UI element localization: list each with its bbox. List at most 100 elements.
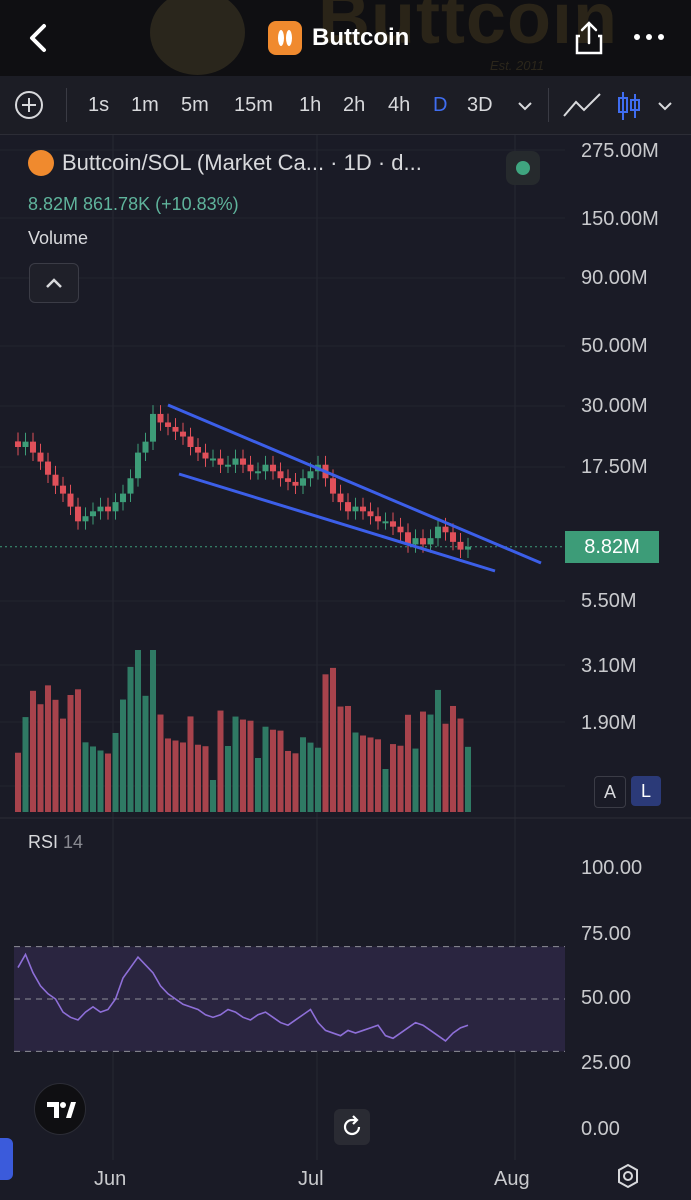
side-panel-tab[interactable] (0, 1138, 13, 1180)
toolbar-divider (66, 88, 67, 122)
interval-4h[interactable]: 4h (388, 94, 411, 116)
price-axis-label: 30.00M (581, 395, 648, 417)
interval-3d[interactable]: 3D (467, 94, 493, 116)
volume-bar (180, 742, 186, 812)
rsi-axis-label: 25.00 (581, 1052, 632, 1074)
rsi-label[interactable]: RSI 14 (28, 832, 83, 853)
candle-body (90, 511, 96, 517)
volume-bar (217, 710, 224, 812)
candle-body (15, 441, 21, 447)
candle-body (240, 458, 246, 465)
volume-bar (285, 750, 291, 812)
more-button[interactable] (632, 30, 666, 44)
interval-1h[interactable]: 1h (299, 94, 322, 116)
volume-bar (457, 718, 464, 812)
header-watermark-sub: Est. 2011 (490, 58, 544, 73)
candle-body (247, 464, 254, 472)
candle-body (172, 426, 179, 432)
interval-5m[interactable]: 5m (181, 94, 209, 116)
volume-bar (390, 744, 396, 812)
candle-body (390, 521, 396, 527)
price-axis-label: 1.90M (581, 712, 637, 734)
candle-body (135, 452, 141, 479)
candle-body (292, 481, 299, 486)
back-button[interactable] (22, 18, 56, 58)
candle-body (142, 441, 149, 453)
volume-bar (307, 742, 314, 812)
back-arrow-icon (30, 24, 46, 52)
settings-gear-icon[interactable] (615, 1163, 641, 1189)
candle-body (30, 441, 36, 453)
symbol-label[interactable]: Buttcoin/SOL (Market Ca... · 1D · d... (62, 150, 422, 175)
price-axis-label: 17.50M (581, 456, 648, 478)
volume-bar (165, 738, 171, 812)
candle-body (82, 516, 89, 522)
candle-body (232, 458, 239, 465)
volume-bar (172, 740, 179, 812)
interval-2h[interactable]: 2h (343, 94, 366, 116)
candle-body (195, 446, 201, 453)
drawing-tool-icon[interactable] (562, 92, 602, 118)
interval-15m[interactable]: 15m (234, 94, 273, 116)
price-axis-label: 50.00M (581, 335, 648, 357)
volume-bar (337, 706, 344, 812)
candle-body (127, 478, 134, 494)
volume-bar (45, 685, 51, 812)
candle-body (427, 538, 434, 545)
volume-bar (450, 705, 456, 812)
page-title: Buttcoin (312, 24, 410, 51)
volume-bar (292, 753, 299, 812)
volume-bar (240, 719, 246, 812)
candle-body (22, 441, 29, 447)
collapse-legend-button[interactable] (29, 263, 79, 303)
volume-bar (157, 714, 164, 812)
candle-type-icon[interactable] (617, 90, 641, 122)
volume-bar (135, 650, 141, 812)
price-axis-label: 90.00M (581, 267, 648, 289)
candle-body (210, 458, 216, 461)
interval-d[interactable]: D (433, 94, 448, 116)
candle-body (285, 478, 291, 482)
volume-bar (97, 750, 104, 812)
candle-body (270, 464, 276, 472)
token-icon (268, 21, 302, 55)
candle-body (67, 493, 74, 507)
reset-chart-button[interactable] (334, 1109, 370, 1145)
volume-bar (210, 780, 216, 812)
chevron-up-icon (46, 278, 62, 288)
price-axis-label: 5.50M (581, 590, 637, 612)
volume-label[interactable]: Volume (28, 228, 89, 248)
interval-1s[interactable]: 1s (88, 94, 110, 116)
volume-bar (195, 744, 201, 812)
volume-bar (67, 695, 74, 812)
price-axis-label: 150.00M (581, 208, 659, 230)
candle-body (52, 474, 59, 486)
volume-bar (360, 735, 366, 812)
add-indicator-icon[interactable] (14, 90, 44, 120)
interval-1m[interactable]: 1m (131, 94, 159, 116)
candle-body (262, 464, 269, 472)
candle-body (420, 538, 426, 545)
chevron-down-icon[interactable] (656, 100, 674, 112)
candle-body (405, 532, 411, 545)
candle-body (450, 532, 456, 542)
share-button[interactable] (572, 18, 606, 58)
volume-bar (150, 650, 156, 812)
chevron-down-icon[interactable] (516, 100, 534, 112)
candle-body (337, 493, 344, 503)
candle-body (345, 502, 351, 512)
auto-scale-button[interactable]: A (594, 776, 626, 808)
candle-body (457, 541, 464, 550)
volume-bar (427, 714, 434, 812)
tv-logo-icon (47, 1102, 76, 1118)
tradingview-logo[interactable] (34, 1083, 86, 1135)
reset-icon (343, 1115, 361, 1136)
candle-body (202, 452, 209, 459)
candle-body (217, 458, 224, 465)
volume-bar (30, 690, 36, 812)
live-status-icon (506, 151, 540, 185)
volume-bar (367, 737, 374, 812)
volume-bar (330, 667, 336, 812)
log-scale-button[interactable]: L (631, 776, 661, 806)
